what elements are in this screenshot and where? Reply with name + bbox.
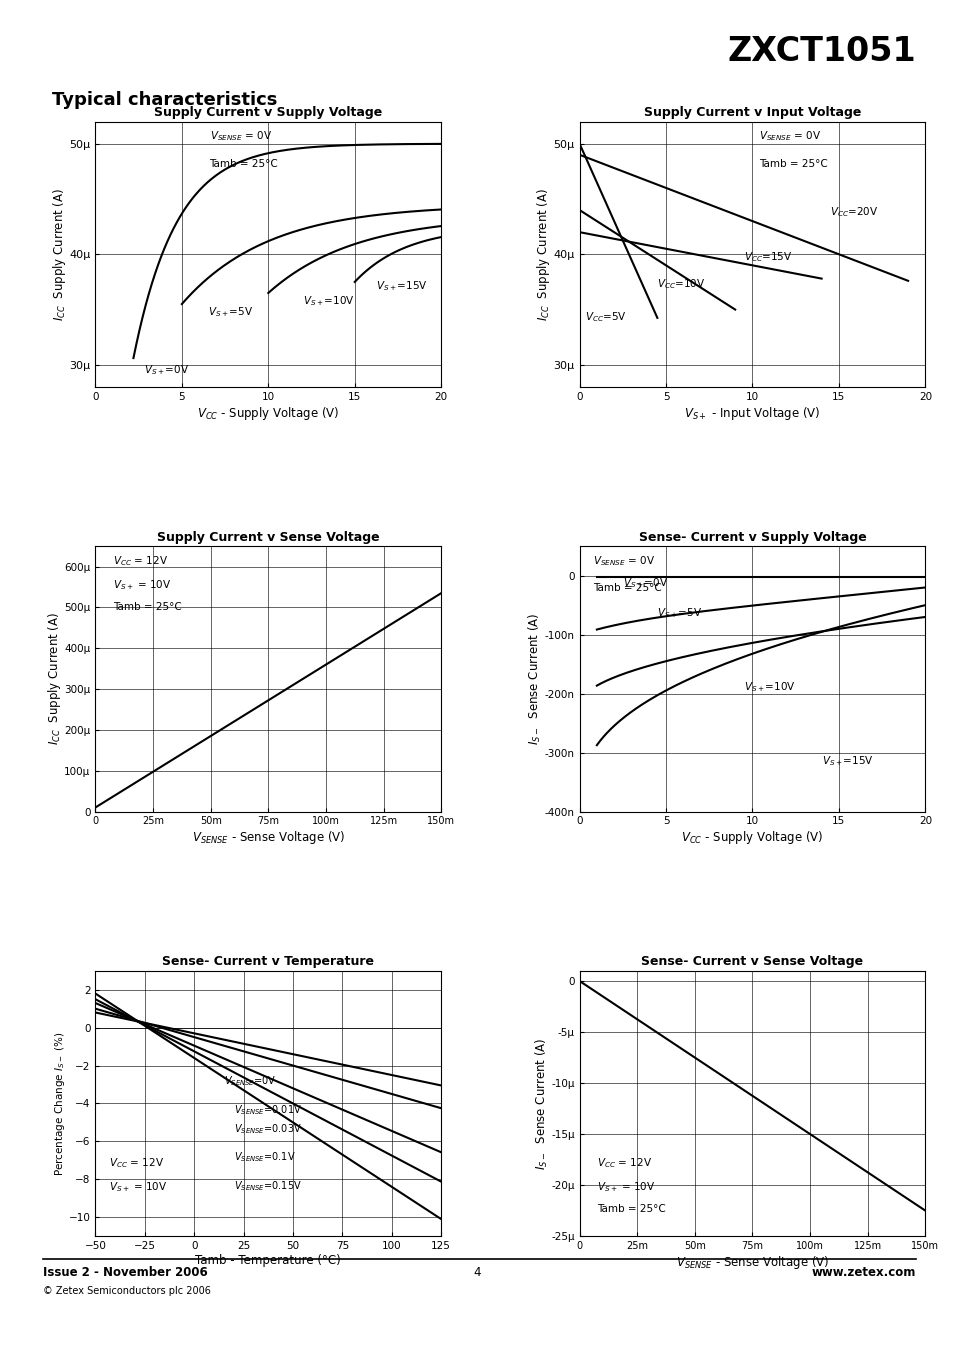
Text: $V_{CC}$=5V: $V_{CC}$=5V	[584, 311, 626, 324]
Text: www.zetex.com: www.zetex.com	[811, 1266, 915, 1279]
Text: $V_{CC}$ = 12V: $V_{CC}$ = 12V	[109, 1156, 164, 1170]
Y-axis label: $I_{CC}$  Supply Current (A): $I_{CC}$ Supply Current (A)	[51, 188, 68, 320]
Text: $V_{S+}$=15V: $V_{S+}$=15V	[375, 280, 427, 293]
X-axis label: $V_{CC}$ - Supply Voltage (V): $V_{CC}$ - Supply Voltage (V)	[680, 830, 822, 846]
Text: Issue 2 - November 2006: Issue 2 - November 2006	[43, 1266, 208, 1279]
Text: Tamb = 25°C: Tamb = 25°C	[112, 603, 181, 612]
Text: $V_{CC}$=20V: $V_{CC}$=20V	[829, 205, 878, 219]
Text: $V_{SENSE}$ = 0V: $V_{SENSE}$ = 0V	[759, 130, 821, 143]
Text: 4: 4	[473, 1266, 480, 1279]
Text: $V_{SENSE}$=0.1V: $V_{SENSE}$=0.1V	[233, 1150, 295, 1165]
Y-axis label: $I_{CC}$  Supply Current (A): $I_{CC}$ Supply Current (A)	[535, 188, 552, 320]
Text: $V_{S+}$=5V: $V_{S+}$=5V	[657, 605, 701, 620]
Text: $V_{S+}$ = 10V: $V_{S+}$ = 10V	[112, 578, 171, 592]
Text: $V_{S+}$=0V: $V_{S+}$=0V	[144, 363, 189, 377]
Text: $V_{S+}$=0V: $V_{S+}$=0V	[622, 577, 667, 590]
Text: ZXCT1051: ZXCT1051	[726, 35, 915, 68]
X-axis label: $V_{CC}$ - Supply Voltage (V): $V_{CC}$ - Supply Voltage (V)	[197, 404, 339, 422]
Text: $V_{SENSE}$=0V: $V_{SENSE}$=0V	[224, 1074, 275, 1089]
Text: $V_{SENSE}$=0.03V: $V_{SENSE}$=0.03V	[233, 1121, 301, 1136]
Y-axis label: $I_{CC}$  Supply Current (A): $I_{CC}$ Supply Current (A)	[46, 612, 63, 746]
Text: $V_{S+}$ = 10V: $V_{S+}$ = 10V	[109, 1181, 168, 1194]
Title: Sense- Current v Sense Voltage: Sense- Current v Sense Voltage	[640, 955, 862, 969]
X-axis label: $V_{SENSE}$ - Sense Voltage (V): $V_{SENSE}$ - Sense Voltage (V)	[675, 1254, 828, 1271]
Text: $V_{CC}$ = 12V: $V_{CC}$ = 12V	[112, 554, 168, 567]
Y-axis label: $I_{S-}$  Sense Current (A): $I_{S-}$ Sense Current (A)	[527, 613, 543, 744]
Text: © Zetex Semiconductors plc 2006: © Zetex Semiconductors plc 2006	[43, 1286, 211, 1296]
Text: $V_{S+}$=10V: $V_{S+}$=10V	[743, 681, 795, 694]
Title: Supply Current v Supply Voltage: Supply Current v Supply Voltage	[154, 105, 382, 119]
Y-axis label: Percentage Change $I_{S-}$ (%): Percentage Change $I_{S-}$ (%)	[53, 1031, 68, 1175]
Text: $V_{S+}$ = 10V: $V_{S+}$ = 10V	[597, 1181, 655, 1194]
X-axis label: $V_{SENSE}$ - Sense Voltage (V): $V_{SENSE}$ - Sense Voltage (V)	[192, 830, 345, 846]
Text: $V_{S+}$=5V: $V_{S+}$=5V	[208, 305, 253, 319]
Title: Supply Current v Input Voltage: Supply Current v Input Voltage	[643, 105, 861, 119]
Text: $V_{SENSE}$ = 0V: $V_{SENSE}$ = 0V	[210, 130, 272, 143]
Text: Tamb = 25°C: Tamb = 25°C	[593, 584, 661, 593]
Y-axis label: $I_{S-}$  Sense Current (A): $I_{S-}$ Sense Current (A)	[533, 1038, 549, 1170]
Text: $V_{S+}$=10V: $V_{S+}$=10V	[303, 295, 355, 308]
X-axis label: $V_{S+}$ - Input Voltage (V): $V_{S+}$ - Input Voltage (V)	[683, 404, 820, 422]
Text: $V_{CC}$=10V: $V_{CC}$=10V	[657, 277, 705, 292]
Text: $V_{SENSE}$=0.01V: $V_{SENSE}$=0.01V	[233, 1102, 301, 1117]
Text: $V_{SENSE}$ = 0V: $V_{SENSE}$ = 0V	[593, 554, 655, 567]
Text: Tamb = 25°C: Tamb = 25°C	[597, 1204, 665, 1215]
X-axis label: Tamb - Temperature (°C): Tamb - Temperature (°C)	[195, 1254, 341, 1267]
Text: $V_{CC}$ = 12V: $V_{CC}$ = 12V	[597, 1156, 651, 1170]
Title: Supply Current v Sense Voltage: Supply Current v Sense Voltage	[157, 531, 379, 543]
Text: $V_{CC}$=15V: $V_{CC}$=15V	[743, 250, 791, 263]
Text: $V_{SENSE}$=0.15V: $V_{SENSE}$=0.15V	[233, 1179, 301, 1193]
Title: Sense- Current v Supply Voltage: Sense- Current v Supply Voltage	[638, 531, 865, 543]
Text: Typical characteristics: Typical characteristics	[52, 91, 277, 108]
Text: Tamb = 25°C: Tamb = 25°C	[759, 158, 827, 169]
Text: $V_{S+}$=15V: $V_{S+}$=15V	[821, 754, 873, 769]
Text: Tamb = 25°C: Tamb = 25°C	[210, 158, 278, 169]
Title: Sense- Current v Temperature: Sense- Current v Temperature	[162, 955, 374, 969]
